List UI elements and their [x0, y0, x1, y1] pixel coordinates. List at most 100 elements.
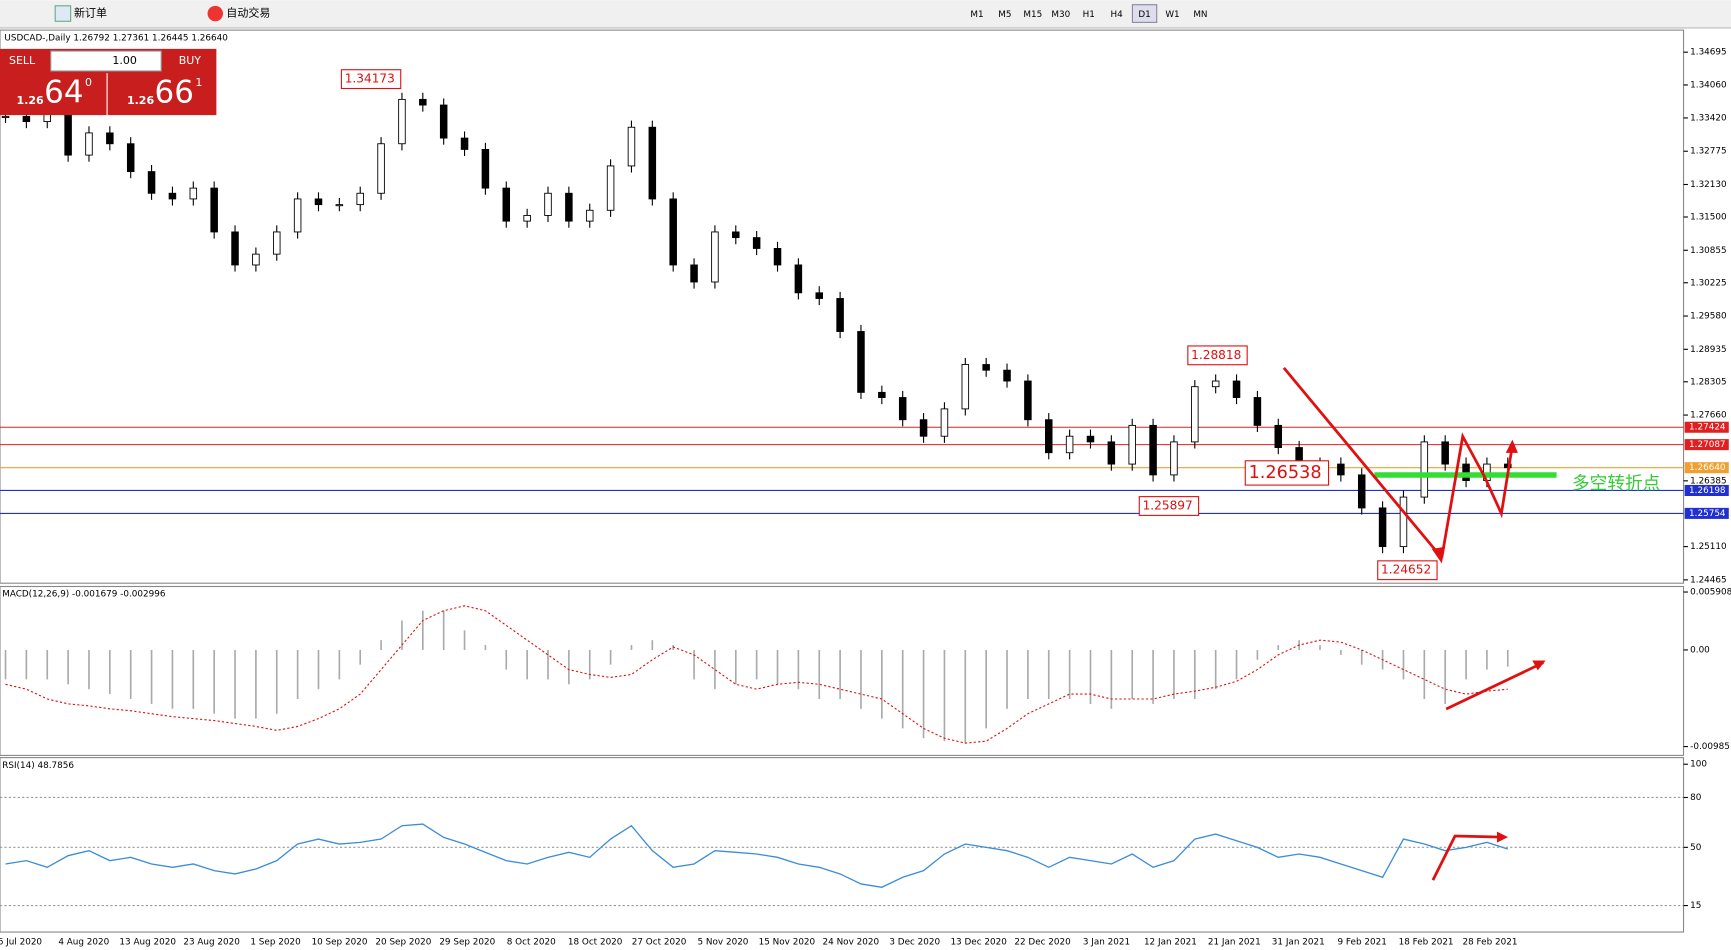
level-label: 1.27087	[1689, 440, 1726, 450]
down-arrow	[1282, 367, 1443, 559]
candle	[419, 98, 427, 106]
tick-label: 1.32775	[1690, 147, 1727, 157]
arrow-head	[1505, 439, 1518, 453]
candle	[752, 237, 761, 249]
candle	[1086, 435, 1095, 443]
level-tag	[1684, 462, 1729, 474]
tick-label: 80	[1690, 793, 1702, 803]
lots[interactable]: 1.00	[112, 54, 137, 67]
timeframe[interactable]: MN	[1193, 10, 1207, 20]
date-label: 4 Aug 2020	[58, 937, 109, 947]
candle	[1149, 424, 1157, 476]
tick-label: 0.00	[1690, 645, 1710, 655]
timeframe[interactable]: M5	[998, 10, 1011, 20]
turning-point-label: 多空转折点	[1572, 473, 1660, 494]
annotation-box	[340, 69, 402, 90]
sell-button[interactable]: SELL	[9, 54, 36, 67]
candle	[669, 198, 677, 266]
date-label: 1 Sep 2020	[250, 937, 301, 947]
timeframe[interactable]: H4	[1111, 10, 1124, 20]
tick-label: -0.009851	[1690, 742, 1731, 752]
candle	[1274, 424, 1283, 449]
toolbar	[0, 0, 1731, 28]
sell-big[interactable]: 64	[44, 75, 83, 111]
date-label: 27 Oct 2020	[632, 937, 687, 947]
candle	[1337, 463, 1345, 476]
candle	[147, 171, 156, 194]
candle	[794, 264, 803, 294]
sell-small[interactable]: 0	[85, 76, 92, 89]
candle	[1441, 441, 1449, 465]
sell-prefix[interactable]: 1.26	[17, 94, 45, 107]
new-order[interactable]: 新订单	[74, 6, 107, 20]
timeframe[interactable]: M15	[1023, 10, 1042, 20]
candle	[773, 248, 782, 266]
level-tag	[1684, 484, 1729, 497]
candle	[648, 126, 657, 200]
date-label: 29 Sep 2020	[439, 937, 495, 947]
tick-label: 1.34060	[1690, 80, 1727, 90]
candle	[627, 126, 636, 167]
drawn-arrows	[1282, 367, 1544, 881]
timeframe[interactable]: W1	[1165, 10, 1179, 20]
tick-label: 1.27660	[1690, 411, 1727, 421]
buy-button[interactable]: BUY	[179, 54, 202, 67]
date-label: 18 Feb 2021	[1399, 937, 1454, 947]
level-tag	[1684, 439, 1729, 451]
tick-label: 1.24465	[1690, 575, 1727, 585]
rsi-label: RSI(14) 48.7856	[2, 761, 74, 771]
tick-label: 1.30855	[1690, 246, 1727, 256]
date-label: 31 Jan 2021	[1272, 937, 1325, 947]
candle	[565, 192, 573, 222]
buy-prefix[interactable]: 1.26	[127, 94, 155, 107]
candle	[1065, 435, 1074, 454]
date-label: 18 Oct 2020	[568, 937, 623, 947]
candle	[64, 110, 72, 156]
arrow-head	[1431, 546, 1446, 564]
date-label: 12 Jan 2021	[1144, 937, 1197, 947]
active-timeframe	[1131, 4, 1158, 23]
candle	[1399, 496, 1408, 548]
candle	[898, 397, 907, 421]
candle	[690, 264, 698, 283]
date-label: 15 Nov 2020	[759, 937, 816, 947]
macd-arrow	[1445, 661, 1544, 711]
buy-small[interactable]: 1	[195, 76, 202, 89]
tick-label: 1.29580	[1690, 312, 1727, 322]
candle	[857, 331, 865, 393]
candle	[168, 192, 177, 200]
tick-label: 1.33420	[1690, 113, 1727, 123]
candle	[982, 364, 990, 371]
candle	[85, 132, 93, 156]
macd-panel	[0, 585, 1685, 756]
auto-trading[interactable]: 自动交易	[226, 6, 270, 20]
timeframe[interactable]: D1	[1138, 10, 1150, 20]
candle	[210, 187, 218, 233]
trade-panel: SELL BUY 1.00 1.26 64 0 1.26 66 1	[0, 48, 217, 116]
new-order-icon[interactable]	[54, 5, 72, 22]
candle	[377, 143, 385, 194]
tick-label: 1.25110	[1690, 542, 1727, 552]
annotation-box	[1377, 560, 1438, 581]
auto-trading-icon[interactable]	[207, 5, 223, 22]
timeframe[interactable]: H1	[1083, 10, 1095, 20]
candle	[1107, 441, 1116, 465]
annotation: 1.26538	[1249, 463, 1322, 483]
chart-content: 1.34695 1.34060 1.33420 1.32775 1.32130 1.315…	[0, 48, 1731, 947]
zigzag	[1440, 432, 1514, 559]
price-panel	[0, 29, 1685, 584]
date-label: 10 Sep 2020	[311, 937, 367, 947]
candle	[460, 137, 469, 150]
macd-signal	[5, 605, 1508, 744]
candle	[481, 148, 490, 189]
timeframe[interactable]: M30	[1051, 10, 1070, 20]
timeframe[interactable]: M1	[970, 10, 983, 20]
buy-big[interactable]: 66	[155, 75, 194, 111]
candle	[314, 198, 323, 206]
arrow-head	[1532, 660, 1546, 671]
candle	[815, 292, 823, 299]
lots-box[interactable]	[50, 50, 162, 72]
tick-label: 50	[1690, 843, 1702, 853]
candle	[1253, 397, 1262, 426]
